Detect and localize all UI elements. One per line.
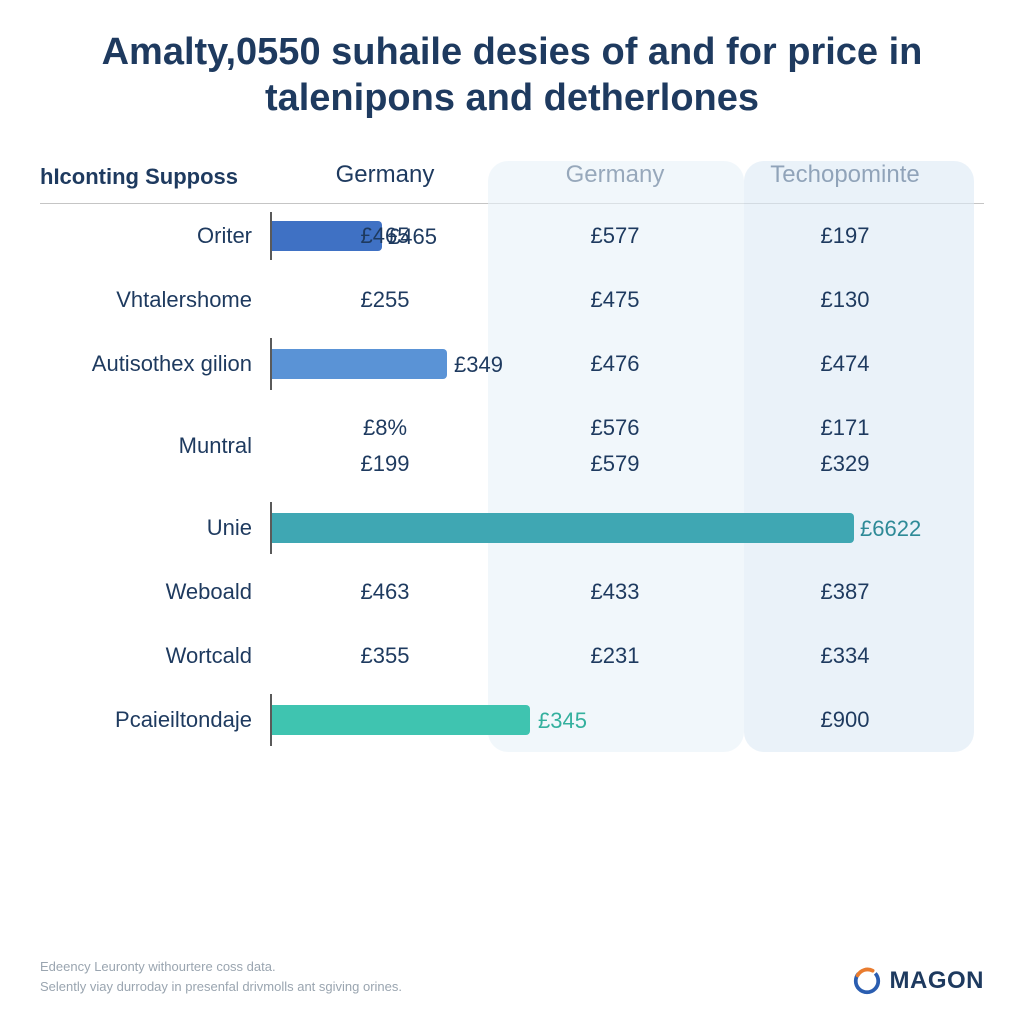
table-cell: £355 xyxy=(270,643,500,669)
row-label: Weboald xyxy=(40,579,270,605)
table: hIconting Supposs Germany Germany Techop… xyxy=(40,161,984,752)
table-cell: £197 xyxy=(730,223,960,249)
footnote-line: Edeency Leuronty withourtere coss data. xyxy=(40,957,402,977)
bar-value-label: £345 xyxy=(538,708,587,734)
row-label: Unie xyxy=(40,515,270,541)
brand-logo-icon xyxy=(852,966,882,996)
table-cell: £255 xyxy=(270,287,500,313)
row-label: Vhtalershome xyxy=(40,287,270,313)
row-label: Muntral xyxy=(40,433,270,459)
column-header: Germany xyxy=(270,161,500,189)
axis-tick xyxy=(270,338,272,390)
table-cell: £476 xyxy=(500,351,730,377)
table-cell: £334 xyxy=(730,643,960,669)
table-row: Pcaieiltondaje £900 £345 xyxy=(40,688,984,752)
bar xyxy=(272,705,530,735)
table-cell: £433 xyxy=(500,579,730,605)
brand-text: MAGON xyxy=(890,967,985,995)
chart-title: Amalty,0550 suhaile desies of and for pr… xyxy=(40,30,984,121)
bar-value-label: £465 xyxy=(388,224,437,250)
cell-value: £576 xyxy=(591,415,640,441)
table-cell: £8% £199 xyxy=(270,415,500,477)
footer: Edeency Leuronty withourtere coss data. … xyxy=(40,957,984,996)
table-row: Muntral £8% £199 £576 £579 £171 £329 xyxy=(40,396,984,496)
table-cell: £231 xyxy=(500,643,730,669)
table-cell: £463 xyxy=(270,579,500,605)
bar-value-label: £6622 xyxy=(860,516,921,542)
table-cell: £576 £579 xyxy=(500,415,730,477)
table-cell: £130 xyxy=(730,287,960,313)
table-cell: £465 xyxy=(270,223,500,249)
cell-value: £579 xyxy=(591,451,640,477)
table-cell: £387 xyxy=(730,579,960,605)
footnote-line: Selently viay durroday in presenfal driv… xyxy=(40,977,402,997)
bar xyxy=(272,513,854,543)
chart-container: Amalty,0550 suhaile desies of and for pr… xyxy=(0,0,1024,1024)
cell-value: £8% xyxy=(363,415,407,441)
table-row: Unie £6622 xyxy=(40,496,984,560)
axis-tick xyxy=(270,694,272,746)
table-cell: £900 xyxy=(730,707,960,733)
table-body: Oriter£465£577£197£465Vhtalershome£255£4… xyxy=(40,204,984,752)
row-label: Wortcald xyxy=(40,643,270,669)
row-label: Pcaieiltondaje xyxy=(40,707,270,733)
table-row: Autisothex gilion £476£474 £349 xyxy=(40,332,984,396)
axis-tick xyxy=(270,502,272,554)
bar xyxy=(272,349,447,379)
bar-value-label: £349 xyxy=(454,352,503,378)
table-row: Oriter£465£577£197£465 xyxy=(40,204,984,268)
row-label: Autisothex gilion xyxy=(40,351,270,377)
cell-value: £199 xyxy=(361,451,410,477)
table-cell: £577 xyxy=(500,223,730,249)
cell-value: £329 xyxy=(821,451,870,477)
row-label: Oriter xyxy=(40,223,270,249)
brand: MAGON xyxy=(852,966,985,996)
table-cell: £171 £329 xyxy=(730,415,960,477)
footnotes: Edeency Leuronty withourtere coss data. … xyxy=(40,957,402,996)
table-cell: £474 xyxy=(730,351,960,377)
table-row: Wortcald£355£231£334 xyxy=(40,624,984,688)
table-cell: £475 xyxy=(500,287,730,313)
table-row: Weboald£463£433£387 xyxy=(40,560,984,624)
table-row: Vhtalershome£255£475£130 xyxy=(40,268,984,332)
row-header-label: hIconting Supposs xyxy=(40,164,270,189)
cell-value: £171 xyxy=(821,415,870,441)
